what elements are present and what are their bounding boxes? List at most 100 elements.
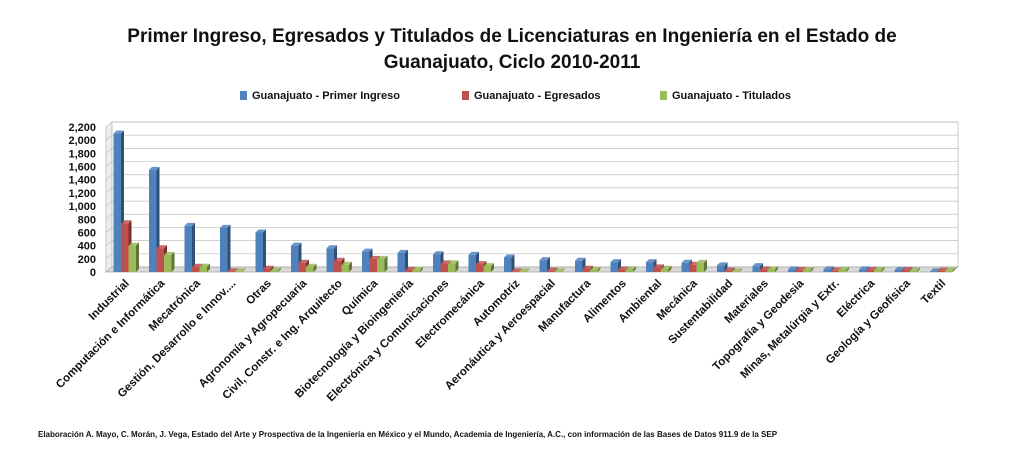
bar: [803, 267, 814, 272]
bar-front: [511, 271, 519, 272]
bar-top: [448, 260, 459, 264]
bar: [199, 263, 210, 272]
bar-front: [930, 271, 938, 272]
bar: [696, 259, 707, 272]
bar-side: [405, 249, 408, 272]
bar-side: [349, 261, 352, 272]
category-group: [823, 266, 849, 272]
bar-top: [192, 263, 203, 267]
bar-top: [121, 220, 132, 224]
bar: [590, 267, 601, 272]
bar-top: [291, 242, 302, 246]
bar-side: [952, 267, 956, 272]
bar-front: [412, 270, 420, 272]
bar: [661, 265, 672, 272]
bar-side: [668, 265, 672, 272]
bar-front: [937, 270, 945, 272]
bar-front: [767, 269, 775, 272]
bar-front: [732, 271, 740, 272]
y-tick-label: 2,200: [68, 122, 96, 134]
chart-title-line-1: Primer Ingreso, Egresados y Titulados de…: [127, 26, 897, 47]
bar-front: [128, 245, 136, 272]
bar-top: [575, 257, 586, 261]
bar-front: [909, 270, 917, 272]
y-tick-label: 800: [78, 214, 96, 226]
category-group: [610, 259, 636, 272]
bar-side: [775, 266, 778, 272]
bar-side: [171, 251, 175, 272]
bar-top: [724, 267, 735, 271]
category-group: [646, 259, 672, 272]
bar-side: [278, 267, 281, 272]
x-tick-label: Textil: [919, 278, 948, 307]
bar-front: [306, 266, 314, 272]
bar-front: [823, 269, 831, 272]
bar-side: [313, 263, 317, 272]
bar-side: [704, 259, 707, 272]
bar-top: [306, 263, 317, 267]
bar-top: [696, 259, 707, 263]
bar: [554, 268, 565, 272]
bar-side: [597, 267, 601, 272]
bar-top: [468, 251, 479, 255]
bar: [625, 266, 636, 272]
bar-top: [760, 266, 771, 270]
bar-top: [547, 267, 558, 271]
bar-top: [653, 264, 664, 268]
bar-top: [909, 267, 920, 271]
legend-label-titulados: Guanajuato - Titulados: [672, 90, 791, 102]
bar: [184, 222, 195, 272]
bar-top: [859, 266, 870, 270]
bar-top: [894, 267, 905, 271]
bar-front: [610, 262, 618, 272]
bar-front: [476, 264, 484, 272]
bar-front: [795, 270, 803, 272]
bar-front: [235, 271, 243, 272]
legend-swatch-egresados: [462, 91, 469, 100]
bar-top: [405, 267, 416, 271]
category-group: [894, 267, 920, 272]
bar-top: [795, 267, 806, 271]
gridline-side: [105, 121, 113, 128]
bar-front: [752, 266, 760, 272]
bar-front: [689, 264, 697, 272]
floor: [105, 266, 959, 273]
bar: [504, 254, 515, 272]
bar-top: [483, 263, 494, 267]
bar-top: [511, 268, 522, 272]
bar-side: [511, 254, 515, 272]
bar-front: [803, 270, 811, 272]
y-tick-label: 0: [90, 267, 96, 279]
bar-front: [121, 223, 129, 272]
bar-top: [235, 268, 246, 272]
bar-top: [610, 259, 621, 263]
bar-side: [384, 255, 388, 272]
bar-top: [681, 259, 692, 263]
bar-top: [128, 242, 139, 246]
bar-side: [420, 267, 423, 272]
y-tick-label: 2,000: [68, 135, 96, 147]
bar-top: [164, 251, 175, 255]
bar-front: [149, 169, 157, 272]
bar-front: [866, 270, 874, 272]
bar: [397, 249, 408, 272]
bar-top: [752, 263, 763, 267]
bar-front: [788, 269, 796, 272]
category-group: [681, 259, 707, 272]
bar-front: [227, 271, 235, 272]
bar-top: [618, 266, 629, 270]
bar-side: [739, 268, 743, 272]
category-group: [220, 224, 246, 272]
bar-front: [334, 260, 342, 272]
bar-front: [646, 262, 654, 272]
gridline-side: [105, 253, 113, 260]
bar-front: [369, 258, 377, 272]
bar-side: [491, 263, 494, 272]
category-group: [752, 263, 778, 272]
category-group: [504, 254, 530, 272]
bar-top: [377, 255, 388, 259]
bar-top: [590, 267, 601, 271]
bar: [732, 268, 743, 272]
category-group: [397, 249, 423, 272]
category-group: [255, 229, 281, 272]
